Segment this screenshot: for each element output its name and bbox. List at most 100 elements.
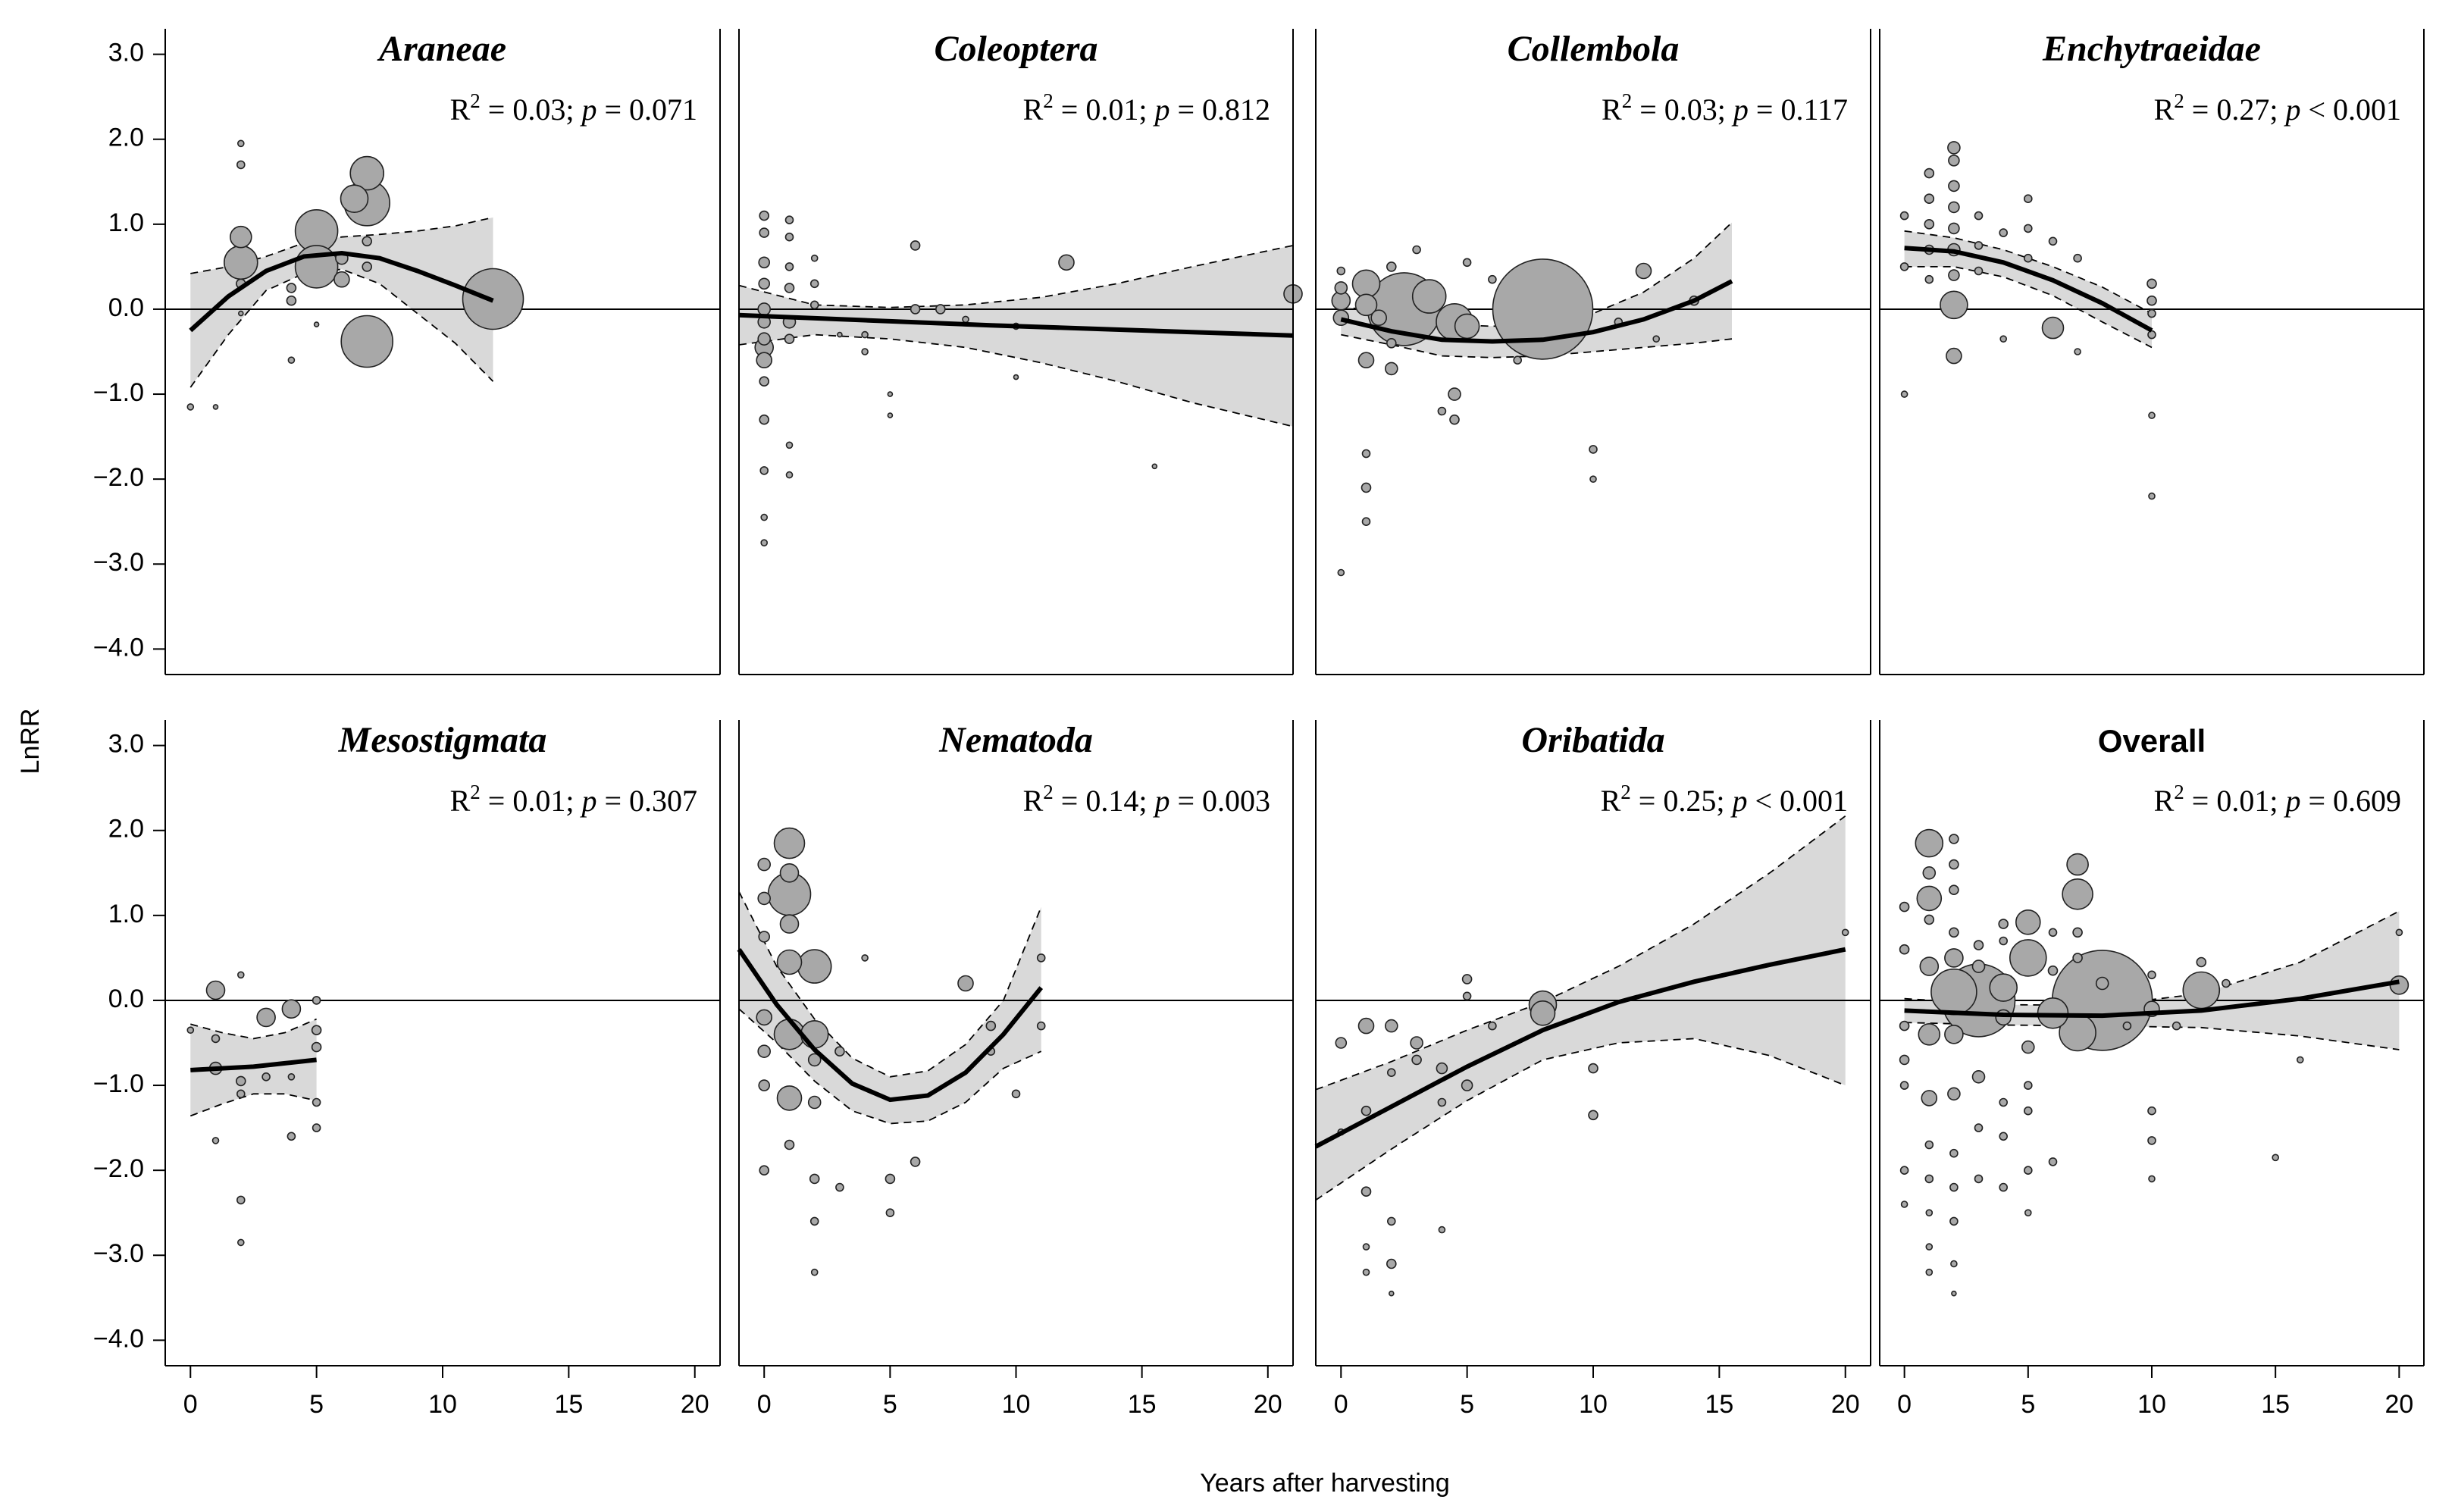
panel-title: Overall [2098,723,2206,759]
data-point [2048,928,2058,938]
data-point [1361,482,1372,493]
r2-value: 0.27 [2216,92,2269,127]
data-point [236,139,245,148]
data-point [1334,281,1348,295]
data-point [2015,909,2041,935]
x-tick-label: 20 [1254,1390,1282,1419]
data-point [1454,313,1480,340]
data-point [1410,1036,1423,1050]
data-point [1974,241,1984,250]
data-point [757,302,772,316]
data-point [1058,254,1075,271]
data-point [2041,316,2065,340]
panel-araneae: 3.0 2.0 1.0 0.0 −1.0 −2.0 −3.0 −4.0 Araneae R2 = … [93,29,721,675]
data-point [235,1075,246,1087]
data-point [861,330,869,339]
panel-coleoptera: Coleoptera R2 = 0.01; p = 0.812 [738,29,1303,675]
data-point [807,1053,822,1067]
data-point [2095,976,2109,991]
data-point [287,1132,296,1141]
data-point [759,414,770,425]
y-tick-label: −1.0 [93,1069,144,1098]
data-point [362,236,373,247]
data-point [910,240,921,251]
data-point [1948,269,1960,281]
data-point [1362,1268,1370,1276]
data-point [1589,475,1597,484]
panel-overall: 0 5 10 15 20 Overall R2 = 0.01; p = 0.609 [1879,720,2425,1419]
data-point [349,155,385,191]
x-tick-label: 10 [2137,1390,2166,1419]
data-point [759,210,770,221]
data-point [1461,1079,1473,1091]
data-point [1948,180,1960,193]
p-value: = 0.307 [604,784,697,818]
data-point [2297,1056,2304,1064]
data-point [810,254,819,262]
data-point [957,975,974,992]
ci-lower-line [738,1008,1042,1125]
data-point [1335,1037,1348,1049]
data-point [2272,1154,2279,1162]
x-tick-label: 10 [428,1390,457,1419]
data-point [340,184,369,214]
data-point [837,331,843,338]
data-point [1998,919,2009,929]
panel-collembola: Collembola R2 = 0.03; p = 0.117 [1315,29,1871,675]
data-point [2024,1166,2033,1175]
data-point [1530,1000,1556,1026]
data-point [312,1097,321,1107]
panel-nematoda: 0 5 10 15 20 Nematoda R2 = 0.14; p = 0.003 [737,720,1294,1419]
data-point [311,1041,322,1053]
data-point [2072,953,2083,963]
x-tick-label: 5 [2021,1390,2035,1419]
data-point [1924,218,1935,230]
data-point [1918,1023,1941,1046]
data-point [1436,1062,1448,1075]
data-point [779,914,800,934]
ci-lower-line [189,1093,317,1117]
data-point [1925,1268,1934,1276]
data-point [236,160,246,170]
data-point [2148,412,2156,419]
data-point [1950,1260,1958,1268]
ci-lower-line [1904,265,2153,349]
data-point [1387,1068,1396,1077]
data-point [211,1034,221,1044]
x-tick-label: 0 [183,1390,198,1419]
data-point [236,971,245,979]
data-point [784,232,794,242]
data-point [1411,1054,1422,1066]
r2-value: 0.25 [1663,784,1716,818]
x-tick-label: 0 [757,1390,772,1419]
data-point [759,227,770,238]
data-point [2395,928,2403,937]
data-point [1386,1258,1397,1269]
data-point [1899,1081,1909,1090]
data-point [759,376,770,387]
data-point [311,1025,322,1035]
data-point [1462,991,1472,1001]
data-point [2024,194,2033,204]
data-point [312,996,321,1005]
y-tick-label: 2.0 [108,815,144,844]
data-point [757,332,772,346]
data-point [1948,155,1960,167]
y-tick-label: −2.0 [93,1154,144,1183]
data-point [1949,834,1959,844]
fit-line [738,312,1294,338]
ci-upper-line [1904,230,2153,315]
ci-upper-line [1315,815,1846,1091]
stat-label: R2 = 0.14; p = 0.003 [1023,781,1270,818]
data-point [800,1020,829,1049]
y-tick-label: 1.0 [108,900,144,928]
data-point [1974,266,1984,276]
p-value: < 0.001 [2308,92,2401,127]
data-point [1438,1226,1446,1234]
data-point [2146,295,2157,306]
data-point [236,1195,246,1205]
data-point [1357,352,1375,369]
data-point [1948,201,1960,214]
data-point [1915,828,1944,858]
data-point [2024,224,2033,233]
